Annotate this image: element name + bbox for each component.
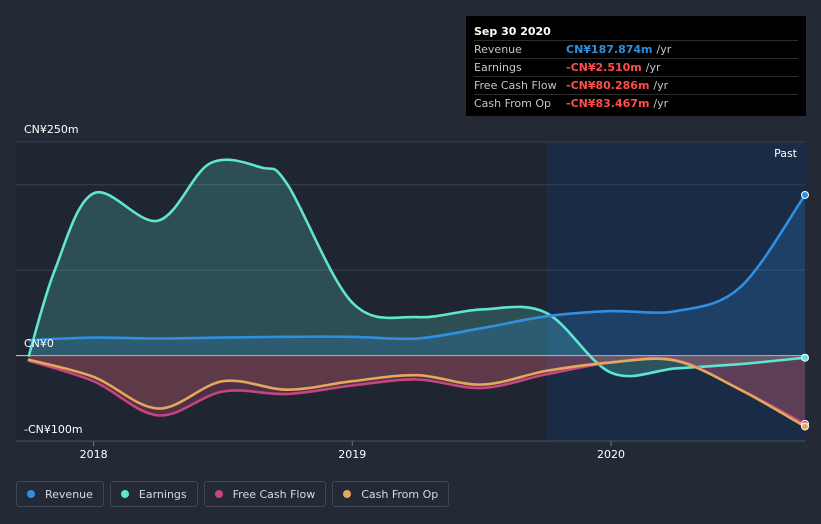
tooltip-date: Sep 30 2020 xyxy=(474,23,798,41)
tooltip-row-free-cash-flow: Free Cash Flow -CN¥80.286m /yr xyxy=(474,77,798,95)
legend-label: Free Cash Flow xyxy=(232,487,316,501)
cash-from-op-area xyxy=(28,355,805,427)
legend-cash-from-op-button[interactable]: Cash From Op xyxy=(332,481,450,507)
y-tick-top: CN¥250m xyxy=(24,123,79,136)
tooltip-label: Cash From Op xyxy=(474,97,552,110)
tooltip-unit: /yr xyxy=(645,61,661,74)
tooltip-label: Earnings xyxy=(474,61,522,74)
past-label: Past xyxy=(774,147,798,160)
tooltip-value: CN¥187.874m xyxy=(566,43,653,56)
earnings-dot-icon xyxy=(120,490,129,498)
tooltip-label: Free Cash Flow xyxy=(474,79,557,92)
cash-from-op-end-point xyxy=(801,422,809,431)
tooltip-value: -CN¥2.510m xyxy=(566,61,642,74)
tooltip-value: -CN¥80.286m xyxy=(566,79,650,92)
past-period-shade xyxy=(546,142,805,441)
tooltip-unit: /yr xyxy=(656,43,672,56)
revenue-line xyxy=(27,193,807,342)
legend-label: Cash From Op xyxy=(361,487,439,501)
cash-from-op-line xyxy=(27,357,807,428)
free-cash-flow-dot-icon xyxy=(214,490,223,498)
x-tick-label: 2020 xyxy=(597,448,625,461)
tooltip-row-cash-from-op: Cash From Op -CN¥83.467m /yr xyxy=(474,95,798,112)
legend-revenue-button[interactable]: Revenue xyxy=(16,481,104,507)
chart-area: CN¥250m CN¥0 -CN¥100m Past 2018 2019 2020 xyxy=(16,123,809,461)
free-cash-flow-area xyxy=(28,355,805,424)
tooltip-value: -CN¥83.467m xyxy=(566,97,650,110)
tooltip-unit: /yr xyxy=(653,79,669,92)
chart-legend: Revenue Earnings Free Cash Flow Cash Fro… xyxy=(16,481,450,507)
earnings-line xyxy=(27,158,807,378)
x-tick-label: 2018 xyxy=(80,448,108,461)
legend-earnings-button[interactable]: Earnings xyxy=(109,481,198,507)
legend-label: Earnings xyxy=(138,487,187,501)
tooltip-unit: /yr xyxy=(653,97,669,110)
earnings-area xyxy=(28,159,805,377)
x-tick-label: 2019 xyxy=(338,448,366,461)
y-tick-bottom: -CN¥100m xyxy=(24,423,83,436)
legend-free-cash-flow-button[interactable]: Free Cash Flow xyxy=(203,481,327,507)
revenue-dot-icon xyxy=(27,490,35,498)
legend-label: Revenue xyxy=(45,487,93,501)
tooltip-label: Revenue xyxy=(474,43,522,56)
revenue-area xyxy=(28,195,805,356)
y-tick-zero: CN¥0 xyxy=(24,337,54,350)
data-tooltip: Sep 30 2020 Revenue CN¥187.874m /yr Earn… xyxy=(466,16,806,116)
cash-from-op-dot-icon xyxy=(343,490,352,498)
tooltip-row-revenue: Revenue CN¥187.874m /yr xyxy=(474,41,798,59)
tooltip-row-earnings: Earnings -CN¥2.510m /yr xyxy=(474,59,798,77)
revenue-end-point xyxy=(801,190,809,199)
earnings-end-point xyxy=(801,353,809,362)
